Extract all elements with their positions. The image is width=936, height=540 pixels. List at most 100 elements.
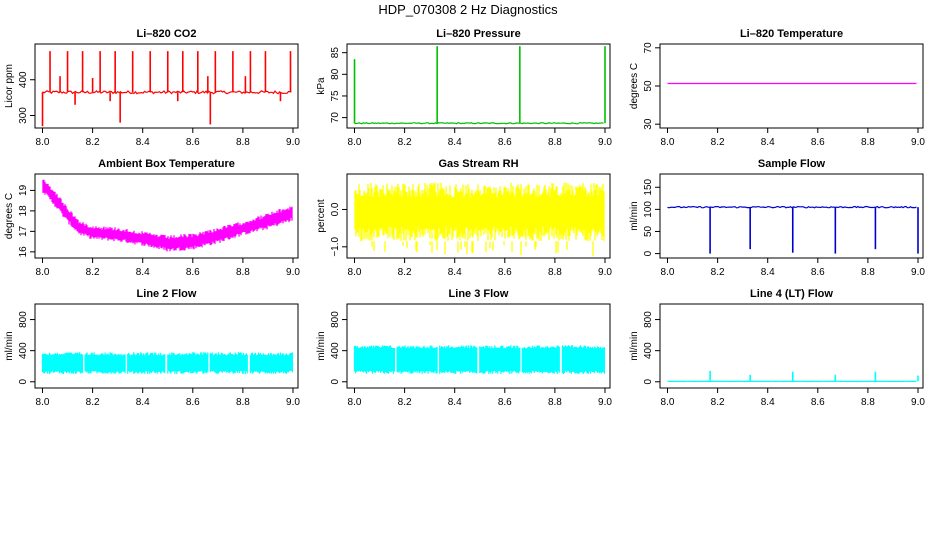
x-tick-label: 8.4	[761, 267, 775, 278]
x-tick-label: 8.6	[186, 267, 200, 278]
flow-block-6	[249, 352, 293, 374]
series-band	[42, 179, 293, 252]
data-series	[353, 345, 605, 374]
y-axis: 70 75 80 85	[330, 47, 347, 124]
flow-block-1	[41, 352, 84, 374]
panel-1: Li–820 CO2 Licor ppm 8.0 8.2 8.4 8.6 8.8 9.0 300…	[4, 28, 300, 148]
x-tick-label: 8.6	[498, 137, 512, 148]
flow-block-2	[396, 345, 438, 374]
x-tick-label: 9.0	[286, 397, 300, 408]
x-tick-label: 9.0	[911, 137, 925, 148]
x-tick-label: 8.8	[861, 137, 875, 148]
x-tick-label: 8.8	[861, 397, 875, 408]
panel-title: Sample Flow	[758, 158, 826, 170]
panel-9: Line 4 (LT) Flow ml/min 8.0 8.2 8.4 8.6 8.8 9.0…	[629, 288, 925, 408]
flow-block-3	[439, 345, 478, 374]
x-tick-label: 8.0	[36, 137, 50, 148]
y-tick-label: 50	[643, 225, 654, 237]
y-tick-label: 70	[330, 112, 341, 124]
data-series	[42, 179, 293, 252]
y-tick-label: 400	[18, 71, 29, 88]
x-tick-label: 8.6	[498, 397, 512, 408]
y-tick-label: 16	[18, 246, 29, 258]
x-tick-label: 8.0	[661, 137, 675, 148]
y-tick-label: −1.0	[330, 236, 341, 256]
panel-title: Li–820 CO2	[137, 28, 197, 40]
flow-block-1	[353, 345, 396, 374]
y-axis: 0 400 800	[330, 311, 347, 385]
x-tick-label: 8.2	[398, 267, 412, 278]
data-series	[41, 51, 292, 127]
flow-block-5	[209, 352, 248, 374]
flow-block-4	[479, 345, 521, 374]
y-tick-label: 18	[18, 205, 29, 217]
x-tick-label: 8.4	[136, 267, 150, 278]
x-tick-label: 8.2	[86, 397, 100, 408]
y-tick-label: 19	[18, 184, 29, 196]
x-tick-label: 8.2	[711, 397, 725, 408]
x-tick-label: 8.6	[186, 137, 200, 148]
panel-7: Line 2 Flow ml/min 8.0 8.2 8.4 8.6 8.8 9.0 0 400 8…	[4, 288, 300, 408]
panel-title: Ambient Box Temperature	[98, 158, 235, 170]
y-tick-label: 50	[643, 80, 654, 92]
x-axis: 8.0 8.2 8.4 8.6 8.8 9.0	[348, 388, 612, 408]
x-tick-label: 8.4	[448, 137, 462, 148]
x-tick-label: 8.2	[711, 137, 725, 148]
x-tick-label: 9.0	[911, 397, 925, 408]
y-tick-label: 400	[18, 342, 29, 359]
panel-title: Line 3 Flow	[449, 288, 509, 300]
y-tick-label: 0	[18, 379, 29, 385]
plot-frame	[659, 303, 924, 389]
panel-title: Gas Stream RH	[438, 158, 518, 170]
y-tick-label: 400	[643, 342, 654, 359]
y-tick-label: 800	[18, 311, 29, 328]
x-tick-label: 8.4	[448, 397, 462, 408]
data-series	[353, 46, 606, 125]
x-tick-label: 8.6	[811, 137, 825, 148]
plot-frame	[346, 43, 611, 129]
y-tick-label: 0	[643, 379, 654, 385]
x-tick-label: 8.2	[711, 267, 725, 278]
x-axis: 8.0 8.2 8.4 8.6 8.8 9.0	[36, 388, 300, 408]
x-tick-label: 8.0	[348, 267, 362, 278]
y-axis: 300 400	[18, 71, 35, 124]
y-tick-label: 400	[330, 342, 341, 359]
x-tick-label: 9.0	[286, 137, 300, 148]
x-axis: 8.0 8.2 8.4 8.6 8.8 9.0	[661, 388, 925, 408]
data-series	[667, 370, 919, 383]
panel-6: Sample Flow ml/min 8.0 8.2 8.4 8.6 8.8 9.0 0 50 10…	[629, 158, 925, 278]
x-tick-label: 8.2	[398, 397, 412, 408]
flow-block-3	[127, 352, 166, 374]
y-axis-label: degrees C	[629, 63, 640, 109]
data-series	[41, 352, 293, 374]
x-tick-label: 8.4	[761, 137, 775, 148]
flow-block-4	[167, 352, 209, 374]
x-tick-label: 8.2	[86, 267, 100, 278]
plot-frame	[346, 303, 611, 389]
x-tick-label: 8.8	[236, 397, 250, 408]
y-tick-label: 800	[643, 311, 654, 328]
y-axis: 0 400 800	[643, 311, 660, 385]
y-axis: 0 400 800	[18, 311, 35, 385]
y-tick-label: 75	[330, 90, 341, 102]
x-axis: 8.0 8.2 8.4 8.6 8.8 9.0	[348, 128, 612, 148]
panel-title: Li–820 Temperature	[740, 28, 843, 40]
x-tick-label: 9.0	[598, 267, 612, 278]
y-axis: 30 50 70	[643, 42, 660, 130]
x-tick-label: 8.0	[348, 137, 362, 148]
y-axis-label: kPa	[316, 77, 327, 95]
series-band	[354, 182, 605, 256]
x-axis: 8.0 8.2 8.4 8.6 8.8 9.0	[661, 128, 925, 148]
y-tick-label: 70	[643, 42, 654, 54]
x-tick-label: 8.4	[761, 397, 775, 408]
y-axis-label: Licor ppm	[4, 64, 15, 108]
y-tick-label: 17	[18, 225, 29, 237]
x-axis: 8.0 8.2 8.4 8.6 8.8 9.0	[661, 258, 925, 278]
y-tick-label: 80	[330, 68, 341, 80]
y-tick-label: 100	[643, 201, 654, 218]
x-axis: 8.0 8.2 8.4 8.6 8.8 9.0	[348, 258, 612, 278]
figure-title: HDP_070308 2 Hz Diagnostics	[378, 2, 558, 17]
panel-title: Line 4 (LT) Flow	[750, 288, 833, 300]
